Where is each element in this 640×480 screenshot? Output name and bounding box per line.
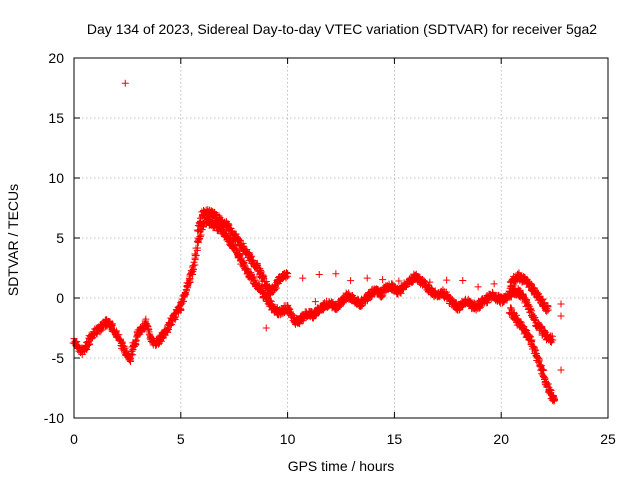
data-point (194, 226, 202, 234)
data-point (426, 278, 434, 286)
x-tick-label: 20 (493, 431, 509, 447)
data-point (176, 305, 184, 313)
data-point (506, 292, 514, 300)
y-tick-label: 15 (48, 110, 64, 126)
data-point (540, 366, 548, 374)
y-axis-label: SDTVAR / TECUs (5, 184, 21, 296)
chart-title: Day 134 of 2023, Sidereal Day-to-day VTE… (87, 21, 597, 37)
x-tick-label: 5 (177, 431, 185, 447)
data-points (69, 79, 565, 405)
data-point (377, 293, 385, 301)
x-tick-label: 15 (387, 431, 403, 447)
x-axis-label: GPS time / hours (288, 458, 395, 474)
x-tick-label: 10 (280, 431, 296, 447)
x-tick-label: 0 (70, 431, 78, 447)
data-point (535, 356, 543, 364)
data-point (363, 274, 371, 282)
data-point (379, 292, 387, 300)
data-point (299, 274, 307, 282)
data-point (539, 295, 547, 303)
data-point (397, 289, 405, 297)
data-point (166, 321, 174, 329)
data-point (107, 320, 115, 328)
data-point (315, 270, 323, 278)
data-point (132, 336, 140, 344)
data-point (283, 272, 291, 280)
data-point (96, 327, 104, 335)
data-point (557, 300, 565, 308)
x-tick-label: 25 (600, 431, 616, 447)
data-point (535, 354, 543, 362)
data-point (528, 336, 536, 344)
y-tick-label: 5 (56, 230, 64, 246)
data-point (525, 331, 533, 339)
data-point (235, 236, 243, 244)
data-point (121, 79, 129, 87)
data-point (189, 266, 197, 274)
data-point (516, 318, 524, 326)
y-tick-label: 20 (48, 50, 64, 66)
data-point (145, 328, 153, 336)
data-point (83, 346, 91, 353)
data-point (557, 366, 565, 374)
data-point (142, 315, 150, 323)
data-point (108, 321, 116, 329)
data-point (194, 244, 202, 252)
y-tick-label: 0 (56, 290, 64, 306)
y-tick-label: -10 (44, 410, 64, 426)
data-point (459, 276, 467, 284)
grid-lines (74, 58, 608, 418)
data-point (524, 301, 532, 309)
data-point (537, 362, 545, 370)
data-point (185, 276, 193, 284)
data-point (443, 276, 451, 284)
data-point (540, 374, 548, 382)
data-point (239, 260, 247, 268)
data-point (134, 331, 142, 339)
data-point (474, 283, 482, 291)
data-point (194, 236, 202, 244)
data-point (112, 327, 120, 335)
data-point (379, 276, 387, 284)
data-point (410, 274, 418, 282)
data-point (490, 280, 498, 288)
data-point (395, 277, 403, 285)
data-point (548, 336, 556, 344)
data-point (192, 252, 200, 260)
data-point (544, 306, 552, 314)
data-point (551, 396, 559, 404)
data-point (227, 224, 235, 232)
data-point (84, 342, 92, 350)
data-point (191, 250, 199, 258)
data-point (185, 280, 193, 288)
data-point (247, 269, 255, 277)
data-point (262, 324, 270, 332)
axis-ticks: 0 5 10 15 20 25 -10 -5 0 5 10 15 20 (44, 50, 616, 447)
y-tick-label: 10 (48, 170, 64, 186)
data-point (347, 277, 355, 285)
data-point (547, 335, 555, 343)
data-point (557, 312, 565, 320)
y-tick-label: -5 (52, 350, 65, 366)
data-point (311, 298, 319, 306)
data-point (526, 333, 534, 341)
data-point (126, 354, 134, 362)
data-point (332, 270, 340, 278)
data-point (527, 305, 535, 313)
data-point (163, 327, 171, 335)
data-point (259, 273, 267, 281)
